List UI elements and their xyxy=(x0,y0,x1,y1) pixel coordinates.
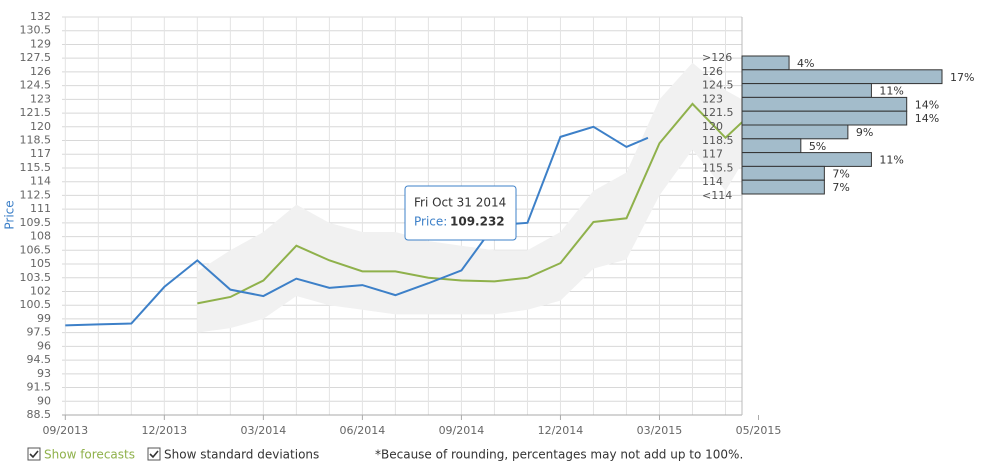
line-series xyxy=(197,102,743,305)
y-tick-label: 111 xyxy=(30,202,51,215)
y-tick-label: 100.5 xyxy=(20,298,52,311)
x-tick-label: 12/2013 xyxy=(141,424,187,437)
histogram-bar xyxy=(741,138,802,154)
tooltip: Fri Oct 31 2014 Price: 109.232 xyxy=(404,185,517,241)
y-tick-label: 112.5 xyxy=(20,188,52,201)
x-tick-label: 03/2015 xyxy=(637,424,683,437)
tooltip-box xyxy=(404,185,517,241)
bin-label: 120 xyxy=(702,120,723,133)
y-tick-label: 117 xyxy=(30,147,51,160)
check-mark xyxy=(149,450,159,459)
y-tick-label: 127.5 xyxy=(20,51,52,64)
y-tick-label: 114 xyxy=(30,175,51,188)
bar-value-label: 14% xyxy=(915,98,939,111)
y-tick-label: 102 xyxy=(30,284,51,297)
bin-label: 118.5 xyxy=(702,134,734,147)
x-tick-label: 06/2014 xyxy=(340,424,386,437)
y-tick-label: 118.5 xyxy=(20,134,52,147)
bin-label: 121.5 xyxy=(702,106,734,119)
y-tick-label: 105 xyxy=(30,257,51,270)
bar-value-label: 14% xyxy=(915,112,939,125)
y-tick-label: 90 xyxy=(37,394,51,407)
y-tick-label: 106.5 xyxy=(20,243,52,256)
y-tick-label: 94.5 xyxy=(27,353,52,366)
histogram-bar xyxy=(741,83,872,98)
y-tick-label: 123 xyxy=(30,92,51,105)
line-series xyxy=(65,125,649,327)
tooltip-label: Price: xyxy=(414,215,447,229)
y-tick-label: 130.5 xyxy=(20,24,52,37)
histogram-bar xyxy=(741,152,872,167)
std-band xyxy=(197,62,742,333)
y-tick-label: 115.5 xyxy=(20,161,52,174)
bar-value-label: 9% xyxy=(856,126,873,139)
y-tick-label: 103.5 xyxy=(20,271,52,284)
tooltip-value: 109.232 xyxy=(450,215,505,229)
x-tick-label: 09/2013 xyxy=(42,424,88,437)
y-tick-label: 121.5 xyxy=(20,106,52,119)
histogram-bar xyxy=(741,110,908,126)
bar-value-label: 4% xyxy=(797,57,814,70)
bin-label: <114 xyxy=(702,189,732,202)
histogram-bar xyxy=(741,69,943,85)
x-tick-label: 09/2014 xyxy=(439,424,485,437)
x-tick-label: 12/2014 xyxy=(538,424,584,437)
y-tick-label: 124.5 xyxy=(20,79,52,92)
tooltip-date: Fri Oct 31 2014 xyxy=(414,196,506,210)
y-axis-label: Price xyxy=(3,200,17,229)
y-tick-label: 99 xyxy=(37,312,51,325)
y-tick-label: 96 xyxy=(37,339,51,352)
y-tick-label: 91.5 xyxy=(27,381,52,394)
checkbox[interactable] xyxy=(147,447,161,461)
histogram-bar xyxy=(741,96,908,112)
control-label[interactable]: Show forecasts xyxy=(44,448,135,462)
y-tick-label: 88.5 xyxy=(27,408,52,421)
bar-value-label: 5% xyxy=(809,140,826,153)
y-tick-label: 93 xyxy=(37,367,51,380)
bar-value-label: 7% xyxy=(832,181,849,194)
footnote: *Because of rounding, percentages may no… xyxy=(375,448,743,462)
y-tick-label: 120 xyxy=(30,120,51,133)
bar-value-label: 11% xyxy=(879,154,903,167)
x-tick-label: 03/2014 xyxy=(241,424,287,437)
y-tick-label: 132 xyxy=(30,10,51,23)
histogram-bar xyxy=(741,165,825,181)
bin-label: 117 xyxy=(702,148,723,161)
bin-label: >126 xyxy=(702,51,732,64)
bin-label: 126 xyxy=(702,65,723,78)
y-tick-label: 108 xyxy=(30,230,51,243)
histogram-bar xyxy=(741,55,790,71)
histogram-bar xyxy=(741,179,825,195)
bin-label: 115.5 xyxy=(702,161,734,174)
y-tick-label: 126 xyxy=(30,65,51,78)
bar-value-label: 11% xyxy=(879,85,903,98)
y-tick-label: 129 xyxy=(30,37,51,50)
bar-value-label: 7% xyxy=(832,167,849,180)
check-mark xyxy=(29,450,39,459)
bin-label: 114 xyxy=(702,175,723,188)
bin-label: 123 xyxy=(702,92,723,105)
histogram-bar xyxy=(741,124,849,140)
bar-value-label: 17% xyxy=(950,71,974,84)
control-label[interactable]: Show standard deviations xyxy=(164,448,319,462)
bin-label: 124.5 xyxy=(702,79,734,92)
y-tick-label: 109.5 xyxy=(20,216,52,229)
y-tick-label: 97.5 xyxy=(27,326,52,339)
x-tick-label: 05/2015 xyxy=(736,424,782,437)
checkbox[interactable] xyxy=(27,447,41,461)
